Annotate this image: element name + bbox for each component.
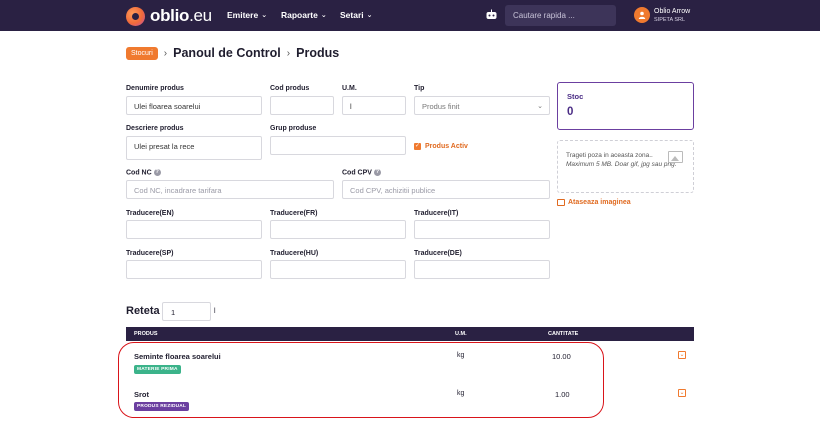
cod-nc-label-wrap: Cod NC? bbox=[126, 169, 161, 176]
reteta-unit: l bbox=[214, 308, 216, 315]
cod-cpv-label-wrap: Cod CPV? bbox=[342, 169, 381, 176]
attach-image-link[interactable]: Ataseaza imaginea bbox=[557, 199, 631, 206]
grup-produse-label: Grup produse bbox=[270, 125, 317, 132]
reteta-table-header: PRODUS U.M. CANTITATE bbox=[126, 327, 694, 341]
chevron-right-icon: › bbox=[286, 47, 291, 59]
denumire-input[interactable]: Ulei floarea soarelui bbox=[126, 96, 262, 115]
reteta-row-1-um: kg bbox=[457, 352, 465, 359]
cod-cpv-input[interactable]: Cod CPV, achizitii publice bbox=[342, 180, 550, 199]
drop-zone-hint: Maximum 5 MB. Doar gif, jpg sau png. bbox=[566, 161, 677, 168]
col-produs: PRODUS bbox=[134, 331, 158, 337]
reteta-row-2-um: kg bbox=[457, 390, 465, 397]
nav-setari-label: Setari bbox=[340, 10, 364, 20]
um-input[interactable]: l bbox=[342, 96, 406, 115]
nav-emitere[interactable]: Emitere ⌄ bbox=[227, 10, 267, 20]
breadcrumb-panou[interactable]: Panoul de Control bbox=[173, 46, 281, 60]
descriere-textarea[interactable]: Ulei presat la rece bbox=[126, 136, 262, 160]
traducere-it-input[interactable] bbox=[414, 220, 550, 239]
tip-label: Tip bbox=[414, 85, 425, 92]
reteta-row-2-qty: 1.00 bbox=[555, 390, 570, 399]
traducere-de-input[interactable] bbox=[414, 260, 550, 279]
logo-text-domain: .eu bbox=[189, 6, 212, 25]
top-navbar: oblio.eu Emitere ⌄ Rapoarte ⌄ Setari ⌄ Caut… bbox=[0, 0, 820, 31]
checkmark-icon: ✓ bbox=[414, 143, 421, 150]
logo-text-bold: oblio bbox=[150, 6, 190, 25]
traducere-sp-input[interactable] bbox=[126, 260, 262, 279]
reteta-row-1-tag: MATERIE PRIMA bbox=[134, 365, 181, 374]
reteta-row-2-dropdown-button[interactable]: ⌄ bbox=[678, 389, 686, 397]
reteta-row-2-tag: PRODUS REZIDUAL bbox=[134, 402, 190, 411]
col-um: U.M. bbox=[455, 331, 467, 337]
nav-rapoarte-label: Rapoarte bbox=[281, 10, 318, 20]
reteta-title: Reteta bbox=[126, 305, 160, 317]
logo[interactable]: oblio.eu bbox=[126, 6, 212, 26]
image-icon bbox=[668, 151, 683, 163]
user-name: Oblio Arrow bbox=[654, 8, 691, 15]
breadcrumb: Stocuri › Panoul de Control › Produs bbox=[126, 46, 339, 60]
cod-produs-input[interactable] bbox=[270, 96, 334, 115]
grup-produse-input[interactable] bbox=[270, 136, 406, 155]
company-name: SIPETA SRL bbox=[654, 17, 686, 23]
produs-activ-checkbox[interactable]: ✓ Produs Activ bbox=[414, 143, 468, 150]
traducere-fr-label: Traducere(FR) bbox=[270, 210, 318, 217]
cod-nc-label: Cod NC bbox=[126, 169, 152, 177]
stock-label: Stoc bbox=[567, 92, 584, 101]
reteta-row-1-dropdown-button[interactable]: ⌄ bbox=[678, 351, 686, 359]
cod-nc-input[interactable]: Cod NC, incadrare tarifara bbox=[126, 180, 334, 199]
breadcrumb-stocuri[interactable]: Stocuri bbox=[126, 46, 158, 60]
produs-activ-label: Produs Activ bbox=[425, 143, 468, 150]
logo-icon bbox=[126, 6, 145, 26]
tip-select[interactable]: Produs finit ⌄ bbox=[414, 96, 550, 115]
traducere-en-label: Traducere(EN) bbox=[126, 210, 174, 217]
chevron-down-icon: ⌄ bbox=[679, 390, 685, 396]
image-icon bbox=[557, 199, 565, 206]
traducere-it-label: Traducere(IT) bbox=[414, 210, 459, 217]
page-title: Produs bbox=[296, 46, 340, 60]
traducere-sp-label: Traducere(SP) bbox=[126, 250, 174, 257]
nav-setari[interactable]: Setari ⌄ bbox=[340, 10, 373, 20]
traducere-hu-input[interactable] bbox=[270, 260, 406, 279]
reteta-row-1-name: Seminte floarea soarelui bbox=[134, 352, 221, 361]
chevron-down-icon: ⌄ bbox=[261, 12, 268, 19]
stock-value: 0 bbox=[567, 106, 574, 118]
reteta-quantity-input[interactable]: 1 bbox=[162, 302, 211, 321]
user-avatar[interactable] bbox=[634, 7, 650, 23]
cod-produs-label: Cod produs bbox=[270, 85, 310, 92]
chevron-down-icon: ⌄ bbox=[679, 352, 685, 358]
attach-image-label: Ataseaza imaginea bbox=[568, 199, 631, 206]
image-drop-zone[interactable]: Trageti poza in aceasta zona.. Maximum 5… bbox=[557, 140, 694, 193]
robot-icon[interactable] bbox=[485, 9, 498, 20]
traducere-de-label: Traducere(DE) bbox=[414, 250, 462, 257]
nav-emitere-label: Emitere bbox=[227, 10, 259, 20]
nav-rapoarte[interactable]: Rapoarte ⌄ bbox=[281, 10, 327, 20]
user-menu[interactable]: Oblio Arrow SIPETA SRL bbox=[654, 7, 690, 25]
um-label: U.M. bbox=[342, 85, 357, 92]
chevron-down-icon: ⌄ bbox=[366, 12, 373, 19]
denumire-label: Denumire produs bbox=[126, 85, 184, 92]
quick-search-input[interactable]: Cautare rapida ... bbox=[505, 5, 616, 26]
traducere-hu-label: Traducere(HU) bbox=[270, 250, 319, 257]
user-icon bbox=[638, 11, 646, 19]
cod-cpv-label: Cod CPV bbox=[342, 169, 372, 177]
help-icon[interactable]: ? bbox=[373, 169, 381, 176]
tip-select-value: Produs finit bbox=[422, 102, 460, 111]
chevron-down-icon: ⌄ bbox=[320, 12, 327, 19]
traducere-en-input[interactable] bbox=[126, 220, 262, 239]
stock-card: Stoc 0 bbox=[557, 82, 694, 130]
reteta-row-1-qty: 10.00 bbox=[552, 352, 571, 361]
drop-zone-text: Trageti poza in aceasta zona.. bbox=[566, 152, 653, 159]
traducere-fr-input[interactable] bbox=[270, 220, 406, 239]
chevron-down-icon: ⌄ bbox=[537, 103, 543, 110]
help-icon[interactable]: ? bbox=[153, 169, 161, 176]
descriere-label: Descriere produs bbox=[126, 125, 184, 132]
reteta-row-2-name: Srot bbox=[134, 390, 149, 399]
chevron-right-icon: › bbox=[163, 47, 168, 59]
col-cantitate: CANTITATE bbox=[548, 331, 579, 337]
